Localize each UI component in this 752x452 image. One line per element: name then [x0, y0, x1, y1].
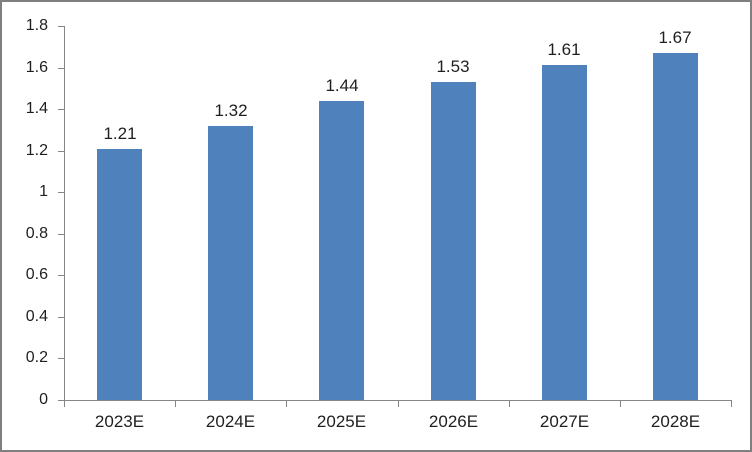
- x-axis-tick: [286, 400, 287, 407]
- bar-value-label: 1.21: [103, 124, 137, 143]
- x-tick-label: 2025E: [316, 412, 367, 431]
- y-tick-label: 0: [39, 391, 48, 408]
- bar: [319, 101, 364, 400]
- y-tick-label: 1.2: [25, 142, 48, 159]
- x-axis-tick: [509, 400, 510, 407]
- bar: [208, 126, 253, 400]
- bar-value-label: 1.67: [658, 28, 692, 47]
- y-axis-tick: [58, 317, 64, 318]
- y-axis-tick: [58, 151, 64, 152]
- y-tick-label: 0.2: [25, 349, 48, 366]
- y-tick-label: 0.8: [25, 225, 48, 242]
- y-axis-tick: [58, 68, 64, 69]
- y-axis-line: [64, 26, 65, 401]
- bar-value-label: 1.32: [214, 101, 248, 120]
- x-tick-label: 2024E: [205, 412, 256, 431]
- bar: [431, 82, 476, 400]
- plot-area: [64, 26, 731, 400]
- y-tick-label: 0.6: [25, 266, 48, 283]
- y-axis-tick: [58, 192, 64, 193]
- bar-value-label: 1.53: [436, 57, 470, 76]
- x-axis-tick: [731, 400, 732, 407]
- bar-value-label: 1.61: [547, 40, 581, 59]
- y-tick-label: 1.8: [25, 17, 48, 34]
- y-axis-tick: [58, 234, 64, 235]
- x-axis-tick: [398, 400, 399, 407]
- y-axis-tick: [58, 400, 64, 401]
- y-axis-tick: [58, 109, 64, 110]
- y-tick-label: 0.4: [25, 308, 48, 325]
- y-tick-label: 1.4: [25, 100, 48, 117]
- bar: [97, 149, 142, 400]
- x-tick-label: 2026E: [428, 412, 479, 431]
- y-axis-tick: [58, 275, 64, 276]
- x-axis-tick: [175, 400, 176, 407]
- x-tick-label: 2027E: [539, 412, 590, 431]
- bar-value-label: 1.44: [325, 76, 359, 95]
- y-tick-label: 1: [39, 183, 48, 200]
- x-tick-label: 2028E: [650, 412, 701, 431]
- x-tick-label: 2023E: [94, 412, 145, 431]
- x-axis-tick: [64, 400, 65, 407]
- bar: [653, 53, 698, 400]
- y-tick-label: 1.6: [25, 59, 48, 76]
- y-axis-tick: [58, 26, 64, 27]
- bar: [542, 65, 587, 400]
- x-axis-tick: [620, 400, 621, 407]
- y-axis-tick: [58, 358, 64, 359]
